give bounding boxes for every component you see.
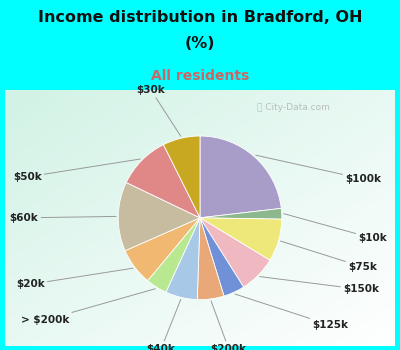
Text: $125k: $125k	[235, 294, 348, 330]
Wedge shape	[200, 136, 281, 218]
Text: $50k: $50k	[13, 159, 140, 182]
Wedge shape	[197, 218, 224, 300]
Text: (%): (%)	[185, 36, 215, 51]
Text: All residents: All residents	[151, 70, 249, 84]
Text: $100k: $100k	[256, 155, 381, 184]
Text: $40k: $40k	[147, 299, 181, 350]
Text: > $200k: > $200k	[21, 289, 155, 325]
Wedge shape	[166, 218, 200, 300]
Wedge shape	[200, 218, 282, 260]
Wedge shape	[200, 218, 270, 287]
Wedge shape	[164, 136, 200, 218]
Text: Income distribution in Bradford, OH: Income distribution in Bradford, OH	[38, 10, 362, 26]
Text: $10k: $10k	[284, 214, 387, 243]
Text: $75k: $75k	[280, 241, 377, 272]
Wedge shape	[200, 208, 282, 219]
Text: ⓘ City-Data.com: ⓘ City-Data.com	[257, 103, 330, 112]
Wedge shape	[148, 218, 200, 292]
Text: $20k: $20k	[16, 268, 133, 289]
Wedge shape	[126, 145, 200, 218]
Wedge shape	[200, 218, 244, 296]
Text: $150k: $150k	[260, 276, 379, 294]
Wedge shape	[118, 182, 200, 251]
Text: $60k: $60k	[10, 213, 116, 223]
Wedge shape	[125, 218, 200, 281]
Text: $200k: $200k	[211, 301, 247, 350]
Text: $30k: $30k	[136, 85, 181, 136]
